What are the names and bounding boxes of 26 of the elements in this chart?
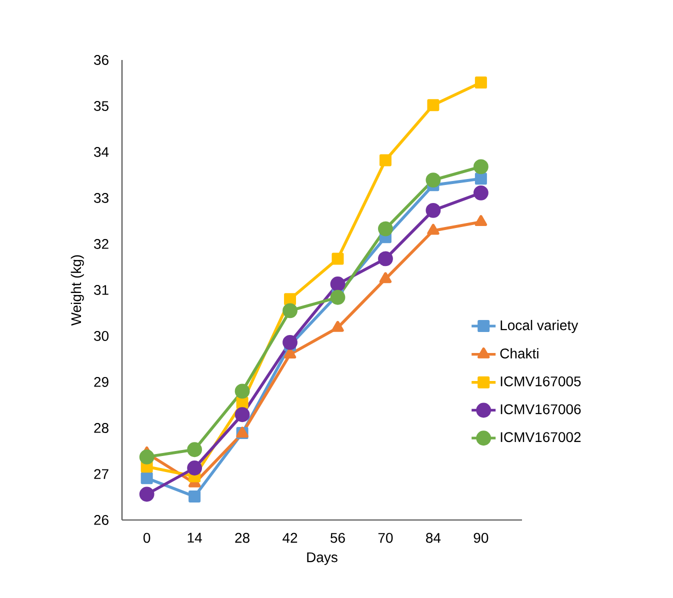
y-tick-label: 26 xyxy=(94,515,108,525)
y-tick-label: 29 xyxy=(94,377,108,387)
x-axis-title: Days xyxy=(307,552,338,565)
x-tick-label: 84 xyxy=(426,532,441,543)
x-tick-label: 28 xyxy=(235,532,250,543)
y-tick-label: 27 xyxy=(94,469,108,479)
y-tick-label: 33 xyxy=(94,193,108,203)
y-axis-title: Weight (kg) xyxy=(70,255,84,326)
x-tick-label: 70 xyxy=(378,532,393,543)
x-tick-label: 0 xyxy=(143,532,150,543)
y-tick-label: 28 xyxy=(94,423,108,433)
y-tick-label: 34 xyxy=(94,147,109,157)
x-tick-label: 90 xyxy=(474,532,488,543)
legend-label: ICMV167002 xyxy=(500,432,581,442)
x-tick-label: 56 xyxy=(330,532,345,543)
y-tick-label: 32 xyxy=(94,239,108,249)
legend-label: ICMV167005 xyxy=(500,376,581,386)
x-tick-label: 42 xyxy=(282,532,298,543)
legend-label: Local variety xyxy=(500,320,578,333)
x-tick-label: 14 xyxy=(188,532,202,543)
y-tick-label: 35 xyxy=(94,101,108,111)
legend-label: ICMV167006 xyxy=(500,404,581,414)
y-tick-label: 31 xyxy=(94,285,108,295)
y-tick-label: 36 xyxy=(94,55,108,65)
y-tick-label: 30 xyxy=(94,331,109,341)
legend-label: Chakti xyxy=(500,348,538,358)
